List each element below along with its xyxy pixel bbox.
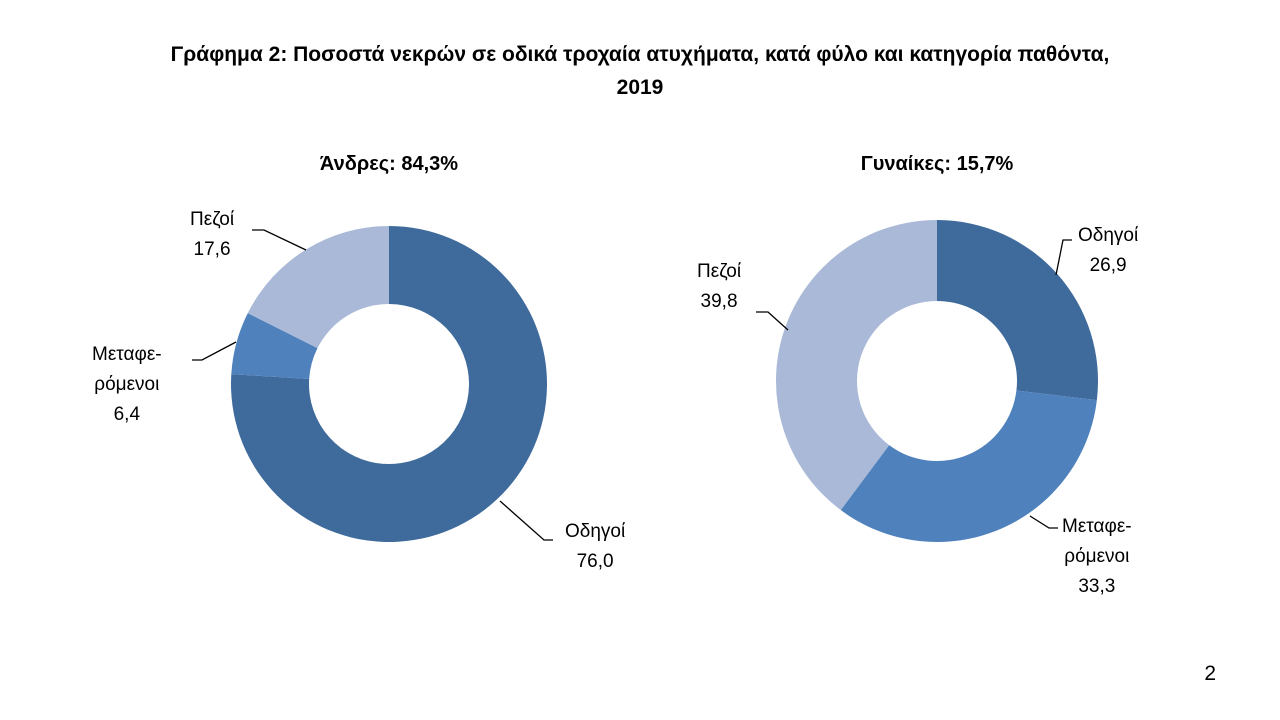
label-text: ρόμενοι bbox=[1064, 546, 1130, 567]
leader-line-women-passengers bbox=[1029, 515, 1058, 529]
label-text: Οδηγοί bbox=[1078, 225, 1139, 246]
label-value: 76,0 bbox=[576, 551, 614, 572]
slice-Οδηγοί bbox=[231, 226, 547, 542]
leader-line-women-pedestrians bbox=[756, 311, 789, 331]
label-women-drivers: Οδηγοί 26,9 bbox=[1078, 221, 1138, 281]
label-text: Πεζοί bbox=[190, 209, 235, 230]
label-text: Μεταφε- bbox=[92, 344, 162, 365]
label-text: Μεταφε- bbox=[1062, 516, 1132, 537]
label-women-pedestrians: Πεζοί 39,8 bbox=[697, 257, 741, 317]
men-subtitle: Άνδρες: 84,3% bbox=[319, 153, 459, 175]
label-value: 26,9 bbox=[1089, 255, 1127, 276]
slice-Μεταφερόμενοι bbox=[231, 313, 318, 379]
label-women-passengers: Μεταφε- ρόμενοι 33,3 bbox=[1062, 512, 1132, 602]
leader-line-men-pedestrians bbox=[252, 229, 307, 251]
label-value: 6,4 bbox=[113, 404, 141, 425]
title-line-1: Γράφημα 2: Ποσοστά νεκρών σε οδικά τροχα… bbox=[170, 43, 1110, 66]
slice-Πεζοί bbox=[776, 220, 937, 511]
slice-Οδηγοί bbox=[937, 220, 1098, 401]
page-number: 2 bbox=[1204, 662, 1216, 685]
title-line-2: 2019 bbox=[616, 76, 664, 99]
label-value: 17,6 bbox=[193, 239, 231, 260]
women-subtitle: Γυναίκες: 15,7% bbox=[860, 153, 1014, 175]
leader-line-men-passengers bbox=[192, 341, 237, 361]
label-men-passengers: Μεταφε- ρόμενοι 6,4 bbox=[92, 340, 162, 430]
leader-line-women-drivers bbox=[1055, 239, 1072, 276]
slice-Πεζοί bbox=[247, 226, 389, 349]
label-text: Οδηγοί bbox=[565, 521, 626, 542]
chart-title: Γράφημα 2: Ποσοστά νεκρών σε οδικά τροχα… bbox=[0, 38, 1280, 104]
label-text: Πεζοί bbox=[697, 261, 742, 282]
label-value: 39,8 bbox=[700, 291, 738, 312]
label-men-pedestrians: Πεζοί 17,6 bbox=[190, 205, 234, 265]
slice-Μεταφερόμενοι bbox=[840, 390, 1097, 542]
leader-line-men-drivers bbox=[499, 500, 553, 541]
label-text: ρόμενοι bbox=[94, 374, 160, 395]
women-donut bbox=[776, 220, 1098, 542]
men-donut bbox=[231, 226, 547, 542]
label-men-drivers: Οδηγοί 76,0 bbox=[565, 517, 625, 577]
label-value: 33,3 bbox=[1078, 576, 1116, 597]
